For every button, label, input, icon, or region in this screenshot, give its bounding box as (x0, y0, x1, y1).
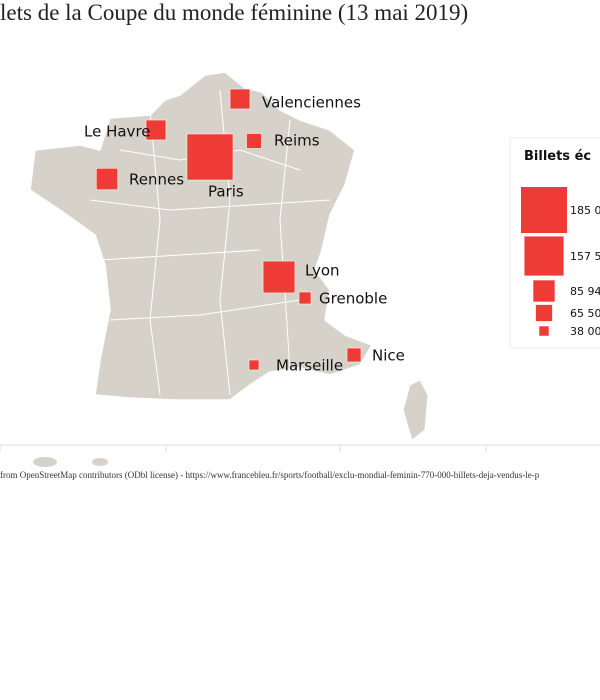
city-label: Marseille (276, 357, 343, 375)
legend-square (539, 326, 549, 336)
legend-label: 65 50 (570, 307, 600, 320)
city-square (145, 119, 167, 141)
city-label: Reims (274, 132, 320, 150)
title: lets de la Coupe du monde féminine (13 m… (0, 0, 468, 25)
city-label: Rennes (129, 171, 184, 189)
mainland (29, 71, 374, 401)
city-label: Grenoble (319, 290, 387, 308)
city-square (346, 347, 362, 363)
city-label: Paris (208, 183, 244, 201)
city-square (248, 359, 260, 371)
legend-square (521, 187, 567, 233)
city-square (298, 291, 312, 305)
legend-label: 157 5 (570, 250, 600, 263)
corsica (402, 379, 429, 441)
legend-title: Billets éc (524, 149, 591, 164)
france (29, 71, 429, 441)
legend-label: 185 0 (570, 204, 600, 217)
city-label: Nice (372, 347, 405, 365)
city-square (262, 260, 296, 294)
land (92, 458, 108, 466)
city-square (246, 133, 262, 149)
land (33, 457, 57, 467)
legend-square (535, 304, 553, 322)
city-square (186, 133, 234, 181)
legend-square (524, 236, 564, 276)
city-label: Valenciennes (262, 94, 361, 112)
city-label: Le Havre (84, 123, 151, 141)
legend-square (533, 280, 555, 302)
attribution: from OpenStreetMap contributors (ODbl li… (0, 470, 540, 480)
legend-label: 85 94 (570, 285, 600, 298)
legend-label: 38 00 (570, 325, 600, 338)
city-square (96, 168, 118, 190)
city-label: Lyon (305, 262, 340, 280)
city-square (229, 88, 251, 110)
